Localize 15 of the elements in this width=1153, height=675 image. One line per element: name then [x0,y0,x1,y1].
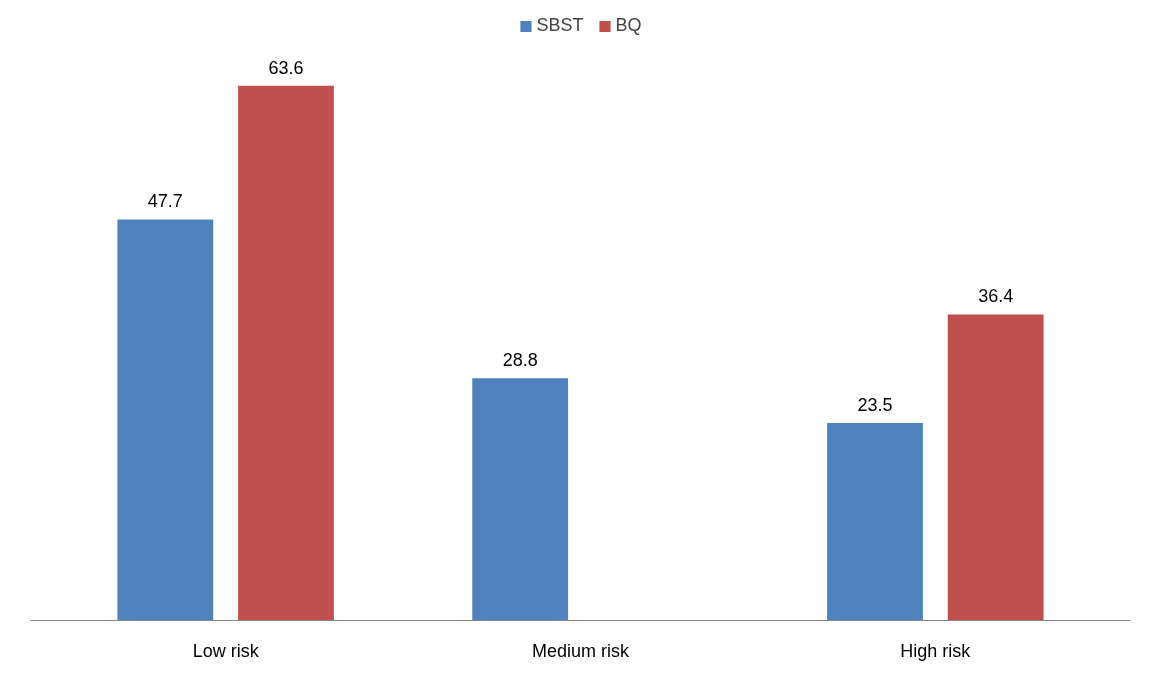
bar [947,314,1044,621]
data-label: 47.7 [147,191,183,212]
legend-label: SBST [536,15,584,36]
x-tick-label: Low risk [192,640,260,661]
bar [238,85,334,621]
data-label: 23.5 [857,394,893,415]
data-label: 28.8 [502,350,538,371]
bar [472,378,569,621]
bar [117,219,214,621]
data-label: 36.4 [978,286,1014,307]
bar [827,422,923,621]
data-label: 63.6 [268,57,304,78]
legend-label: BQ [615,15,642,36]
x-tick-label: Medium risk [531,640,631,661]
x-tick-label: High risk [900,640,972,661]
